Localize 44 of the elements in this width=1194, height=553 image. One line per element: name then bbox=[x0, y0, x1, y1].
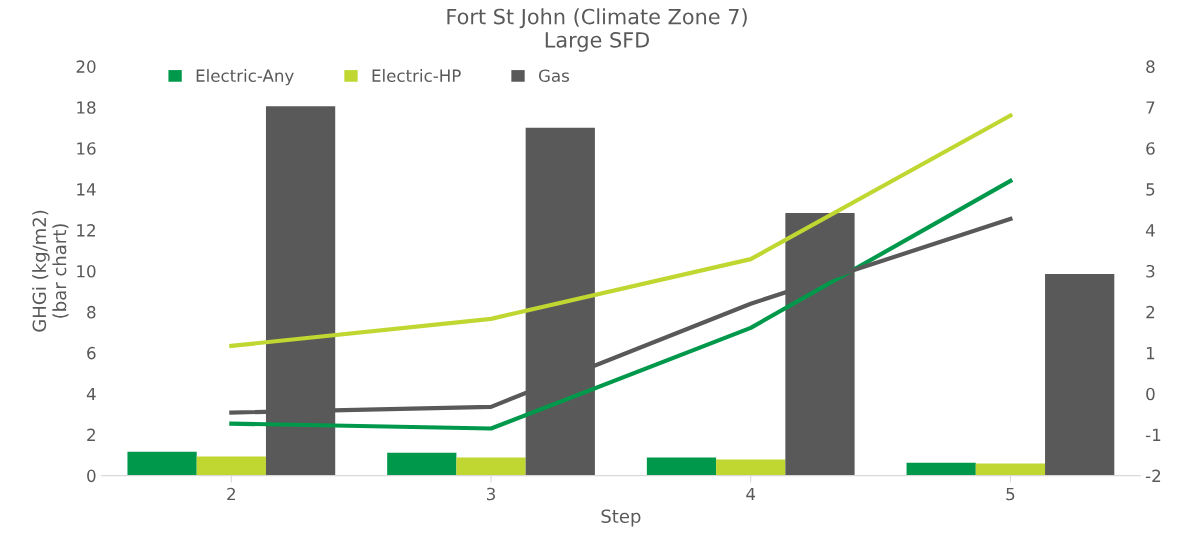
x-axis-title: Step bbox=[601, 509, 641, 527]
y-tick-label: 16 bbox=[77, 142, 96, 155]
y2-tick-label: 2 bbox=[1146, 305, 1155, 319]
y2-tick-label: 0 bbox=[1146, 387, 1155, 401]
y2-tick-label: 1 bbox=[1146, 346, 1155, 360]
x-tick-label: 2 bbox=[227, 487, 235, 501]
x-tick-label: 4 bbox=[746, 487, 756, 501]
y2-tick-label: 7 bbox=[1146, 101, 1155, 114]
bar bbox=[456, 457, 526, 476]
y2-tick-label: 6 bbox=[1146, 142, 1155, 155]
bar bbox=[196, 456, 266, 476]
bar bbox=[716, 459, 786, 476]
bar bbox=[1045, 274, 1115, 476]
legend-label: Electric-HP bbox=[372, 69, 461, 82]
y2-tick-label: 8 bbox=[1146, 60, 1155, 73]
y2-tick-label: 4 bbox=[1145, 224, 1155, 237]
legend-label: Gas bbox=[538, 69, 570, 82]
x-tick-label: 5 bbox=[1006, 487, 1015, 501]
y-tick-label: 2 bbox=[87, 428, 95, 441]
y-tick-label: 0 bbox=[87, 469, 96, 483]
y2-tick-label: -1 bbox=[1145, 428, 1161, 441]
bar bbox=[646, 457, 717, 476]
y-tick-label: 14 bbox=[77, 183, 96, 196]
legend-label: Electric-Any bbox=[196, 69, 294, 86]
y2-tick-label: -2 bbox=[1145, 469, 1161, 482]
y2-tick-label: 3 bbox=[1146, 264, 1155, 278]
chart-title: Fort St John (Climate Zone 7) bbox=[447, 8, 747, 29]
y-tick-label: 20 bbox=[76, 60, 96, 73]
x-tick-label: 3 bbox=[487, 487, 495, 501]
y-axis-title: GHGi (kg/m2) (bar chart) bbox=[32, 210, 69, 332]
chart-subtitle: Large SFD bbox=[545, 31, 650, 52]
y-tick-label: 18 bbox=[77, 101, 96, 114]
bar bbox=[127, 451, 197, 476]
y-tick-label: 8 bbox=[87, 305, 96, 319]
y2-tick-label: 5 bbox=[1146, 183, 1155, 196]
bar bbox=[906, 462, 976, 476]
bar bbox=[387, 452, 457, 476]
y-tick-label: 4 bbox=[86, 387, 96, 401]
y-tick-label: 6 bbox=[87, 346, 96, 360]
line-series bbox=[229, 113, 1013, 348]
bar bbox=[975, 463, 1046, 476]
line-series bbox=[229, 178, 1013, 431]
y-tick-label: 10 bbox=[77, 264, 96, 278]
y-tick-label: 12 bbox=[77, 224, 95, 237]
